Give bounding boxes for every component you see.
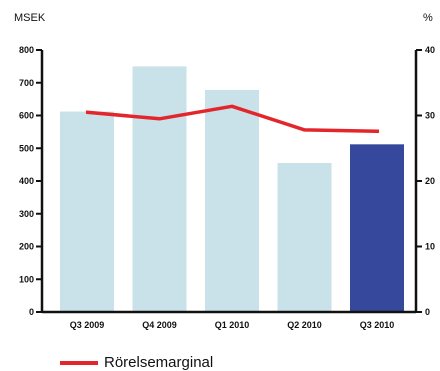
y-right-tick-label-10: 10 <box>425 242 435 252</box>
y-left-tick-label-0: 0 <box>29 307 34 317</box>
bar-5 <box>350 144 404 312</box>
x-tick-label-1: Q3 2009 <box>70 320 105 330</box>
x-tick-label-3: Q1 2010 <box>215 320 250 330</box>
y-left-tick-label-100: 100 <box>19 274 34 284</box>
left-axis-unit: MSEK <box>14 12 46 24</box>
y-left-tick-label-700: 700 <box>19 78 34 88</box>
legend-swatch-line <box>60 360 98 365</box>
y-right-tick-label-40: 40 <box>425 45 435 55</box>
bar-4 <box>277 162 332 312</box>
x-tick-label-2: Q4 2009 <box>142 320 177 330</box>
series-line-rorelsemarginal <box>85 104 379 133</box>
y-left-tick-label-400: 400 <box>19 176 34 186</box>
bar-3 <box>205 89 259 312</box>
y-left-tick-label-800: 800 <box>19 45 34 55</box>
y-right-tick-label-20: 20 <box>425 176 435 186</box>
x-tick-label-4: Q2 2010 <box>287 320 322 330</box>
legend: Rörelsemarginal <box>60 354 213 371</box>
line-layer <box>85 104 379 133</box>
bar-1 <box>60 111 114 312</box>
x-tick-label-5: Q3 2010 <box>360 320 395 330</box>
bars-group <box>60 66 404 312</box>
legend-label: Rörelsemarginal <box>104 354 214 371</box>
y-right-tick-label-0: 0 <box>425 307 430 317</box>
right-axis-unit: % <box>423 12 433 24</box>
ticks-group: Q3 2009 Q4 2009 Q1 2010 Q2 2010 Q3 201001002… <box>19 45 435 330</box>
y-left-tick-label-500: 500 <box>19 143 34 153</box>
y-left-tick-label-300: 300 <box>19 209 34 219</box>
bar-2 <box>132 66 187 312</box>
y-left-tick-label-600: 600 <box>19 111 34 121</box>
y-right-tick-label-30: 30 <box>425 111 435 121</box>
y-left-tick-label-200: 200 <box>19 242 34 252</box>
